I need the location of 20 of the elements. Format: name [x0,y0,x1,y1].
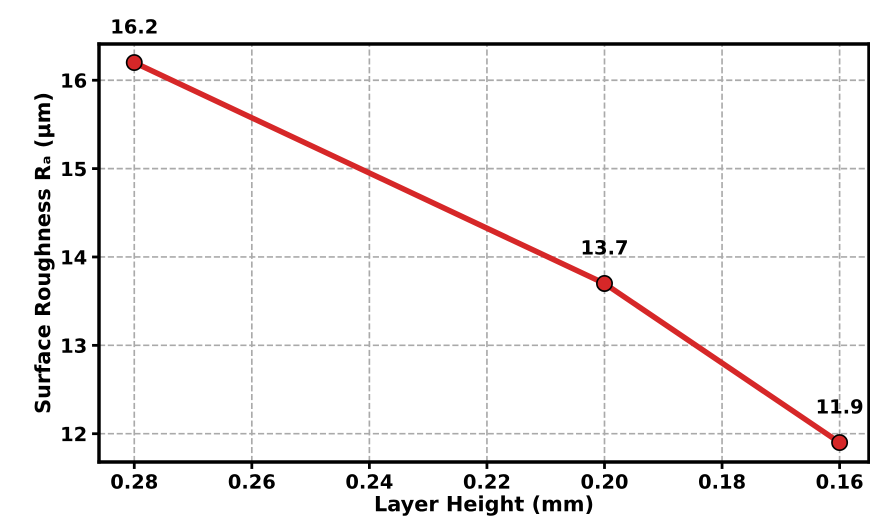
y-tick-label: 15 [62,162,86,176]
x-tick-label: 0.20 [581,474,628,489]
data-label: 13.7 [582,240,627,255]
x-axis-title: Layer Height (mm) [376,495,592,516]
point [831,434,848,452]
data-label: 11.9 [818,399,862,414]
y-tick-label: 16 [62,73,86,88]
y-tick-label: 14 [62,250,86,264]
x-tick-label: 0.16 [816,474,863,489]
x-tick-label: 0.26 [228,474,275,489]
x-tick-label: 0.22 [464,474,510,489]
x-tick-label: 0.28 [111,474,158,489]
y-tick-label: 12 [62,426,86,442]
y-tick-label: 13 [62,338,86,354]
y-axis-title: Surface Roughness Rₐ (µm) [34,94,55,412]
x-tick-label: 0.18 [698,474,745,489]
x-tick-label: 0.24 [346,474,392,489]
point [596,275,613,292]
point [126,54,143,72]
data-label: 16.2 [112,19,157,34]
